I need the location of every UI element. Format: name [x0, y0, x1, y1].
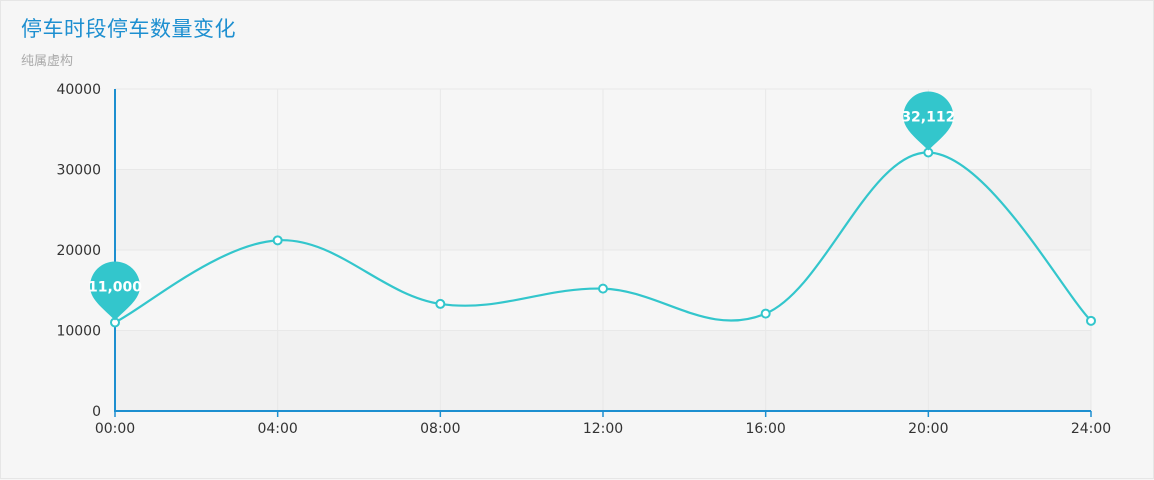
chart-subtitle: 纯属虚构	[21, 54, 74, 69]
data-point	[760, 308, 771, 319]
y-tick-label: 20000	[56, 243, 101, 259]
chart-title: 停车时段停车数量变化	[21, 17, 236, 41]
x-tick-label: 20:00	[908, 421, 948, 437]
max-marker-pin	[903, 91, 954, 151]
data-point	[1086, 315, 1096, 326]
x-tick-label: 12:00	[583, 421, 623, 437]
data-point	[272, 235, 283, 246]
x-tick-label: 08:00	[420, 421, 460, 437]
max-marker-label: 32,112	[901, 109, 955, 125]
x-tick-label: 00:00	[95, 421, 135, 437]
y-tick-label: 30000	[56, 163, 101, 179]
min-marker-label: 11,000	[88, 279, 142, 295]
min-marker-pin	[90, 261, 140, 321]
data-point	[435, 298, 446, 309]
y-tick-label: 0	[92, 404, 101, 420]
x-tick-label: 04:00	[257, 421, 297, 437]
x-tick-label: 16:00	[745, 421, 785, 437]
y-tick-label: 10000	[56, 324, 101, 340]
y-tick-label: 40000	[56, 82, 101, 98]
x-tick-label: 24:00	[1071, 421, 1111, 437]
data-point	[598, 283, 608, 294]
